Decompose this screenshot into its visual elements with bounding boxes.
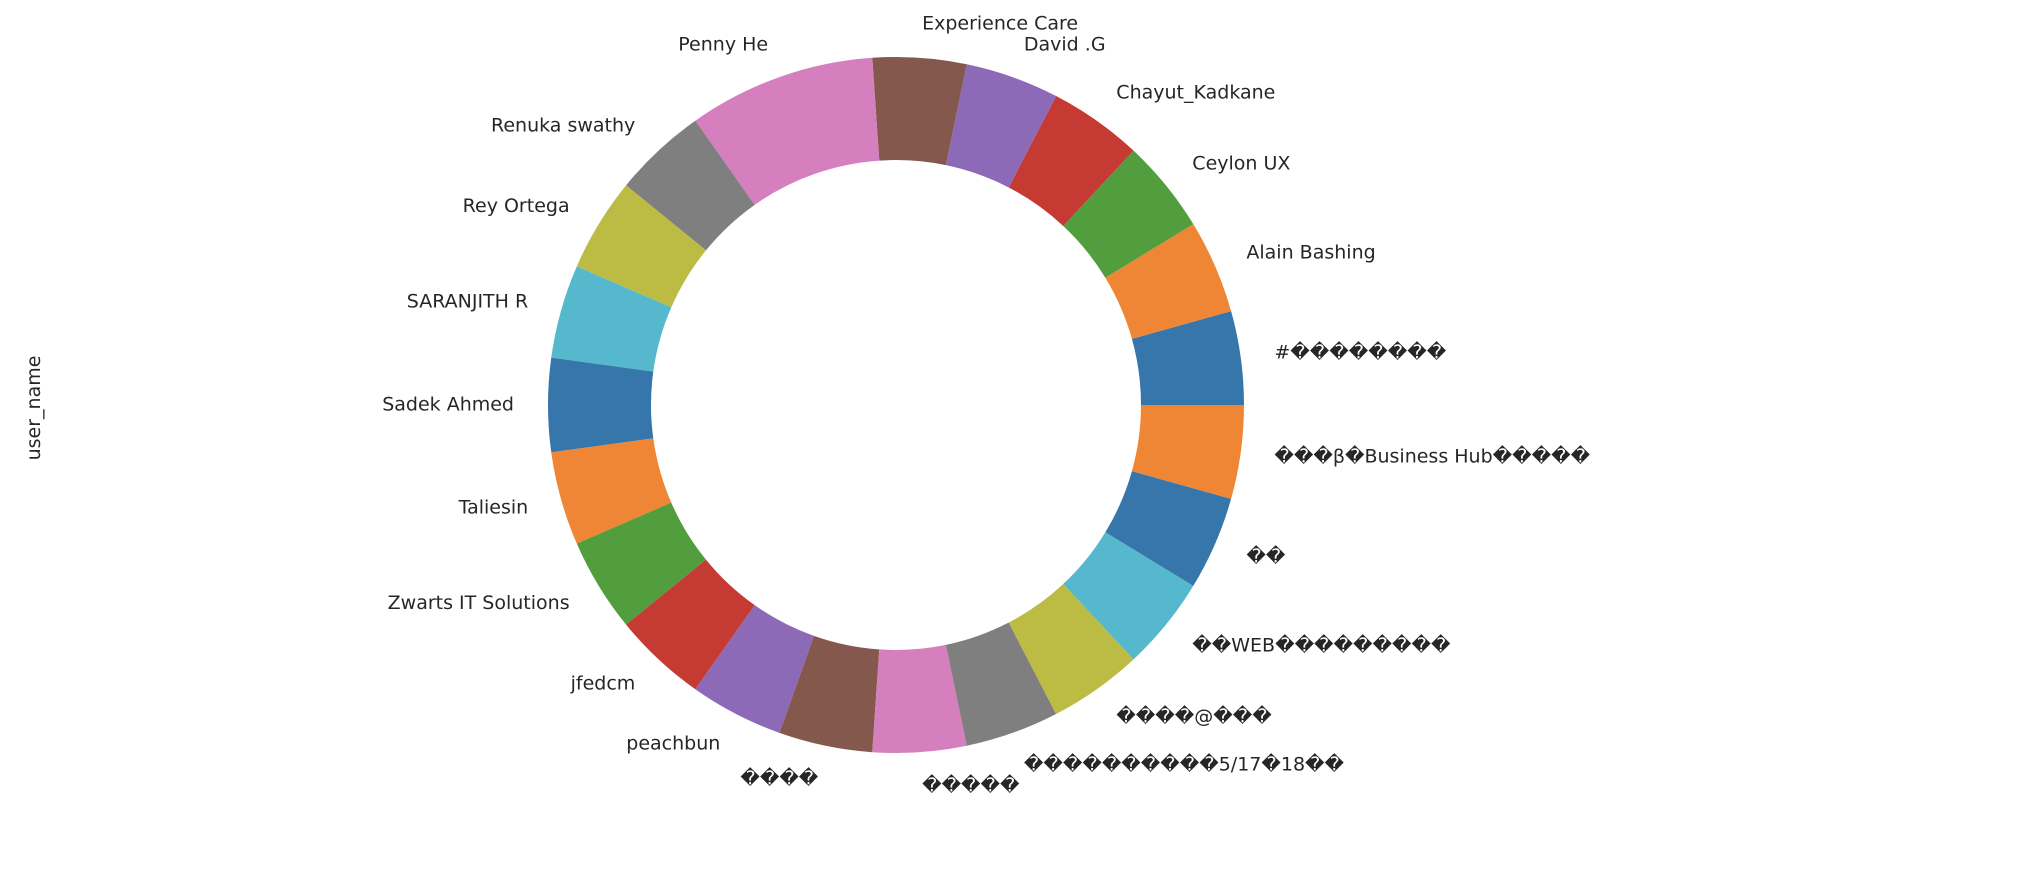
- slice-label: jfedcm: [570, 673, 636, 695]
- slice-label: Ceylon UX: [1192, 152, 1290, 174]
- pie-slice: [1008, 584, 1134, 714]
- slice-label: �����: [922, 774, 1020, 797]
- pie-slice: [1105, 471, 1232, 586]
- slice-label: ����@���: [1116, 705, 1272, 728]
- pie-slice: [548, 357, 654, 453]
- slice-label: SARANJITH R: [407, 290, 528, 312]
- pie-slice: [945, 64, 1057, 188]
- slice-label: Zwarts IT Solutions: [388, 592, 570, 614]
- pie-slice: [1008, 96, 1134, 226]
- pie-slice: [695, 57, 880, 205]
- pie-slice: [945, 622, 1057, 746]
- pie-slices: [548, 56, 1244, 753]
- slice-label: Penny He: [678, 34, 768, 56]
- pie-slice: [1131, 311, 1244, 405]
- slice-label: ��: [1246, 545, 1285, 568]
- slice-label: Renuka swathy: [491, 114, 635, 136]
- pie-slice: [626, 120, 755, 251]
- slice-labels: #�������� Alain Bashing Ceylon UX Chayut_Ka…: [382, 12, 1590, 796]
- pie-slice: [1131, 405, 1244, 499]
- slice-label: Alain Bashing: [1246, 241, 1375, 263]
- slice-label: ����������5/17�18��: [1024, 752, 1345, 775]
- slice-label: ���β�Business Hub�����: [1274, 445, 1590, 468]
- pie-slice: [551, 266, 672, 372]
- slice-label: Chayut_Kadkane: [1116, 81, 1275, 103]
- pie-slice: [1063, 150, 1194, 278]
- slice-label: #��������: [1274, 341, 1446, 364]
- pie-slice: [551, 438, 672, 544]
- pie-slice: [626, 559, 755, 690]
- pie-slice: [695, 605, 814, 733]
- slice-label: peachbun: [626, 733, 720, 755]
- slice-label: Sadek Ahmed: [382, 394, 514, 416]
- pie-slice: [872, 644, 967, 753]
- slice-label: Rey Ortega: [463, 195, 570, 217]
- pie-slice: [576, 185, 706, 308]
- pie-slice: [872, 56, 967, 166]
- pie-slice: [779, 635, 880, 753]
- slice-label: Experience Care: [922, 12, 1078, 34]
- slice-label: ��WEB���������: [1192, 634, 1451, 657]
- pie-slice: [1063, 532, 1194, 660]
- slice-label: Taliesin: [458, 497, 529, 519]
- slice-label: David .G: [1024, 34, 1106, 56]
- pie-slice: [576, 502, 706, 625]
- y-axis-label: user_name: [23, 356, 45, 461]
- pie-slice: [1105, 224, 1232, 339]
- slice-label: ����: [740, 767, 818, 790]
